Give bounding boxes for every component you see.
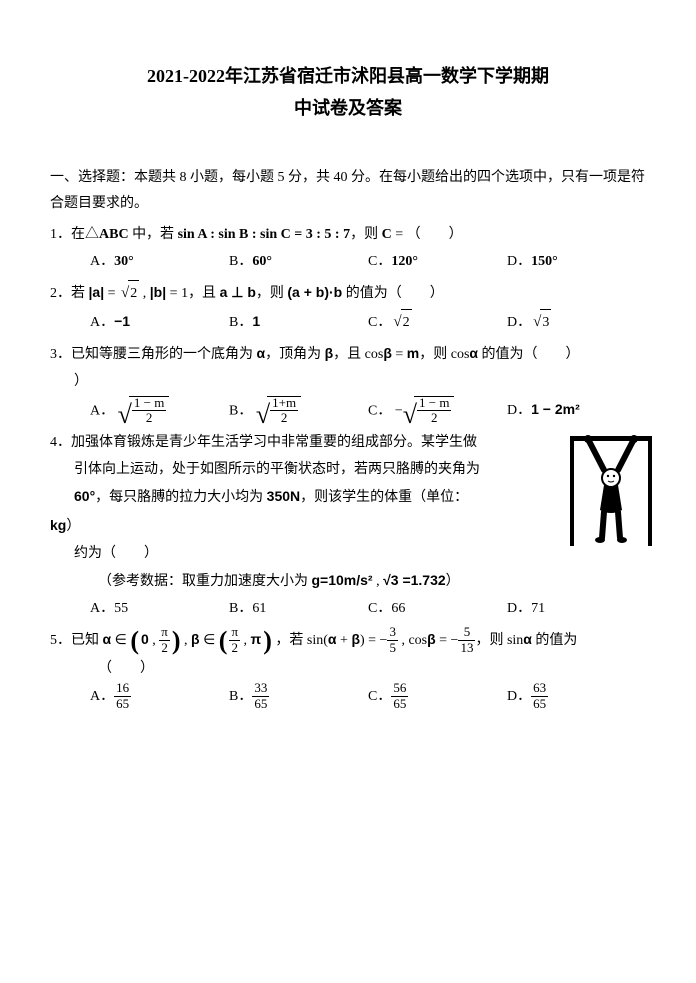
q5-opt-b: B．3365: [229, 682, 368, 712]
q1-options: A．30° B．60° C．120° D．150°: [50, 249, 646, 276]
q3-opt-a: A． √1 − m2: [90, 396, 229, 427]
q4-unit: kg）: [50, 512, 646, 541]
q3-options: A． √1 − m2 B． √1+m2 C． −√1 − m2 D．1 − 2m…: [50, 396, 646, 427]
q3-opt-b: B． √1+m2: [229, 396, 368, 427]
q4-opt-c: C．66: [368, 596, 507, 623]
q4-line3: 60°，每只胳膊的拉力大小均为 350N，则该学生的体重（单位：: [50, 483, 646, 512]
q1-opt-a: A．30°: [90, 249, 229, 276]
q2-opt-d: D．3: [507, 308, 646, 337]
q3-opt-c: C． −√1 − m2: [368, 396, 507, 427]
q5-opt-a: A．1665: [90, 682, 229, 712]
q4-opt-a: A．55: [90, 596, 229, 623]
q4-options: A．55 B．61 C．66 D．71: [50, 596, 646, 623]
q1-opt-b: B．60°: [229, 249, 368, 276]
q5-options: A．1665 B．3365 C．5665 D．6365: [50, 682, 646, 712]
question-4: 4．加强体育锻炼是青少年生活学习中非常重要的组成部分。某学生做 引体向上运动，处…: [50, 430, 646, 622]
q2-opt-a: A．−1: [90, 308, 229, 337]
q5-opt-c: C．5665: [368, 682, 507, 712]
q1-pre: 1．在△: [50, 227, 99, 242]
q2-opt-c: C．2: [368, 308, 507, 337]
exam-title: 2021-2022年江苏省宿迁市沭阳县高一数学下学期期 中试卷及答案: [50, 60, 646, 125]
q1-opt-d: D．150°: [507, 249, 646, 276]
q1-eq: = （ ）: [392, 227, 463, 242]
q5-opt-d: D．6365: [507, 682, 646, 712]
q4-line5: 约为（ ）: [50, 541, 646, 568]
question-5: 5．已知 α ∈ (0 , π2) , β ∈ (π2 , π) ，若 sin(…: [50, 626, 646, 656]
q1-ratio: sin A : sin B : sin C = 3 : 5 : 7: [178, 227, 351, 242]
q1-opt-c: C．120°: [368, 249, 507, 276]
q1-post: ，则: [350, 227, 382, 242]
q4-opt-d: D．71: [507, 596, 646, 623]
title-line1: 2021-2022年江苏省宿迁市沭阳县高一数学下学期期: [50, 60, 646, 92]
section-1-instructions: 一、选择题：本题共 8 小题，每小题 5 分，共 40 分。在每小题给出的四个选…: [50, 165, 646, 218]
question-3: 3．已知等腰三角形的一个底角为 α，顶角为 β，且 cosβ = m，则 cos…: [50, 340, 646, 369]
q2-options: A．−1 B．1 C．2 D．3: [50, 308, 646, 337]
title-line2: 中试卷及答案: [50, 92, 646, 124]
q2-opt-b: B．1: [229, 308, 368, 337]
q3-blank: ）: [50, 369, 646, 396]
q1-c: C: [382, 227, 392, 242]
q1-abc: ABC: [99, 227, 129, 242]
question-1: 1．在△ABC 中，若 sin A : sin B : sin C = 3 : …: [50, 222, 646, 249]
q4-reference: （参考数据：取重力加速度大小为 g=10m/s² , √3 =1.732）: [50, 567, 646, 596]
q1-mid: 中，若: [129, 227, 178, 242]
q4-opt-b: B．61: [229, 596, 368, 623]
q4-line2: 引体向上运动，处于如图所示的平衡状态时，若两只胳膊的夹角为: [50, 457, 646, 484]
q5-blank: （ ）: [50, 656, 646, 683]
pullup-figure-icon: [566, 430, 656, 550]
q4-line1: 4．加强体育锻炼是青少年生活学习中非常重要的组成部分。某学生做: [50, 430, 646, 457]
q3-opt-d: D．1 − 2m²: [507, 396, 646, 427]
question-2: 2．若 |a| = 2 , |b| = 1，且 a ⊥ b，则 (a + b)·…: [50, 279, 646, 308]
